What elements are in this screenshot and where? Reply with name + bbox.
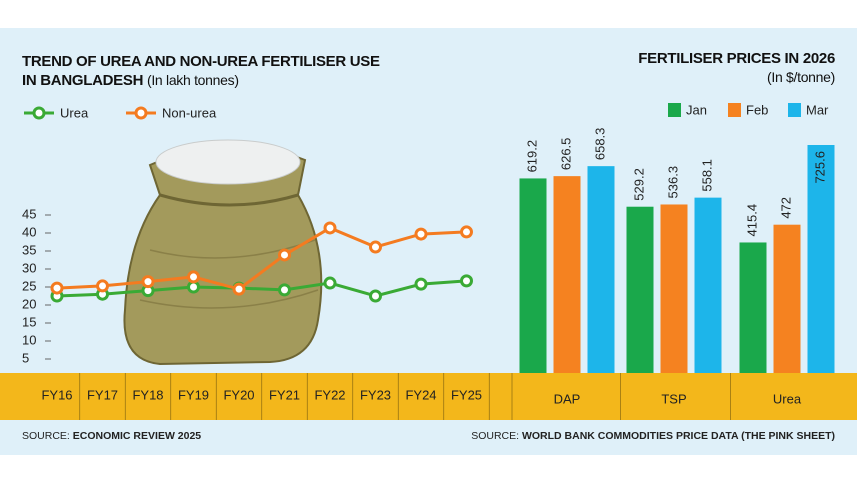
series-line xyxy=(56,279,467,298)
y-tick-label: 15 xyxy=(22,314,36,329)
legend-label: Mar xyxy=(806,102,829,117)
x-tick-label: FY23 xyxy=(360,387,391,402)
y-tick-label: 40 xyxy=(22,224,36,239)
x-tick-label: FY19 xyxy=(178,387,209,402)
x-tick-label: FY17 xyxy=(87,387,118,402)
point xyxy=(278,248,291,262)
y-tick-label: 5 xyxy=(22,350,29,365)
point xyxy=(96,279,109,293)
legend-swatch xyxy=(668,103,681,117)
bar xyxy=(519,178,547,373)
point xyxy=(460,225,473,239)
bar xyxy=(626,206,654,373)
bar xyxy=(807,145,835,373)
title-text: TREND OF UREA AND NON-UREA FERTILISER US… xyxy=(22,53,380,89)
y-tick-label: 20 xyxy=(22,296,36,311)
legend-swatch xyxy=(728,103,741,117)
value-label: 658.3 xyxy=(592,128,607,161)
point xyxy=(369,289,382,303)
point xyxy=(50,281,64,295)
bar xyxy=(553,176,581,373)
point xyxy=(323,276,337,290)
series-line xyxy=(56,226,467,291)
subtitle: (In $/tonne) xyxy=(767,69,835,85)
x-tick-label: Urea xyxy=(773,391,802,406)
bar xyxy=(739,242,767,373)
source-label: SOURCE: xyxy=(471,430,520,442)
line-title: TREND OF UREA AND NON-UREA FERTILISER US… xyxy=(22,53,392,90)
legend-label: Feb xyxy=(746,102,768,117)
category-band xyxy=(0,373,857,420)
point xyxy=(369,240,382,254)
source-label: SOURCE: xyxy=(22,430,70,442)
x-tick-label: FY20 xyxy=(223,387,254,402)
title-text: FERTILISER PRICES IN 2026 xyxy=(638,50,835,67)
subtitle: (In lakh tonnes) xyxy=(146,72,239,88)
legend-marker xyxy=(32,106,46,120)
legend-swatch xyxy=(788,103,801,117)
legend-label: Urea xyxy=(60,105,89,120)
y-tick-label: 35 xyxy=(22,242,36,257)
source-text: ECONOMIC REVIEW 2025 xyxy=(72,430,202,442)
value-label: 536.3 xyxy=(665,166,680,199)
point xyxy=(323,221,337,235)
point xyxy=(187,280,200,294)
source: SOURCE: ECONOMIC REVIEW 2025 xyxy=(22,430,201,442)
x-tick-label: FY25 xyxy=(451,387,482,402)
source-text: WORLD BANK COMMODITIES PRICE DATA (THE P… xyxy=(521,430,835,442)
bar xyxy=(773,224,801,373)
point xyxy=(460,274,473,288)
value-label: 619.2 xyxy=(524,140,539,173)
point xyxy=(141,275,155,289)
bar-title: FERTILISER PRICES IN 2026 (In $/tonne) xyxy=(638,50,835,86)
x-tick-label: FY16 xyxy=(41,387,72,402)
bar xyxy=(660,204,688,373)
value-label: 626.5 xyxy=(558,138,573,171)
y-tick-label: 10 xyxy=(22,332,36,347)
legend-marker xyxy=(134,106,148,120)
x-tick-label: FY18 xyxy=(132,387,163,402)
x-tick-label: FY22 xyxy=(314,387,345,402)
bar xyxy=(587,166,615,373)
bar xyxy=(694,197,722,373)
point xyxy=(414,277,428,291)
legend-label: Jan xyxy=(686,102,707,117)
point xyxy=(278,283,291,297)
value-label: 529.2 xyxy=(631,168,646,201)
x-tick-label: TSP xyxy=(661,391,686,406)
sack-illustration xyxy=(123,139,323,366)
x-tick-label: DAP xyxy=(554,391,581,406)
value-label: 415.4 xyxy=(744,204,759,237)
point xyxy=(232,282,246,296)
value-label: 725.6 xyxy=(812,151,827,184)
y-tick-label: 25 xyxy=(22,278,36,293)
legend-label: Non-urea xyxy=(162,105,217,120)
source: SOURCE: WORLD BANK COMMODITIES PRICE DAT… xyxy=(471,430,835,442)
x-tick-label: FY24 xyxy=(405,387,436,402)
point xyxy=(414,227,428,241)
value-label: 558.1 xyxy=(699,159,714,192)
point xyxy=(187,270,200,284)
x-tick-label: FY21 xyxy=(269,387,300,402)
y-tick-label: 45 xyxy=(22,206,36,221)
y-tick-label: 30 xyxy=(22,260,36,275)
value-label: 472 xyxy=(778,197,793,219)
